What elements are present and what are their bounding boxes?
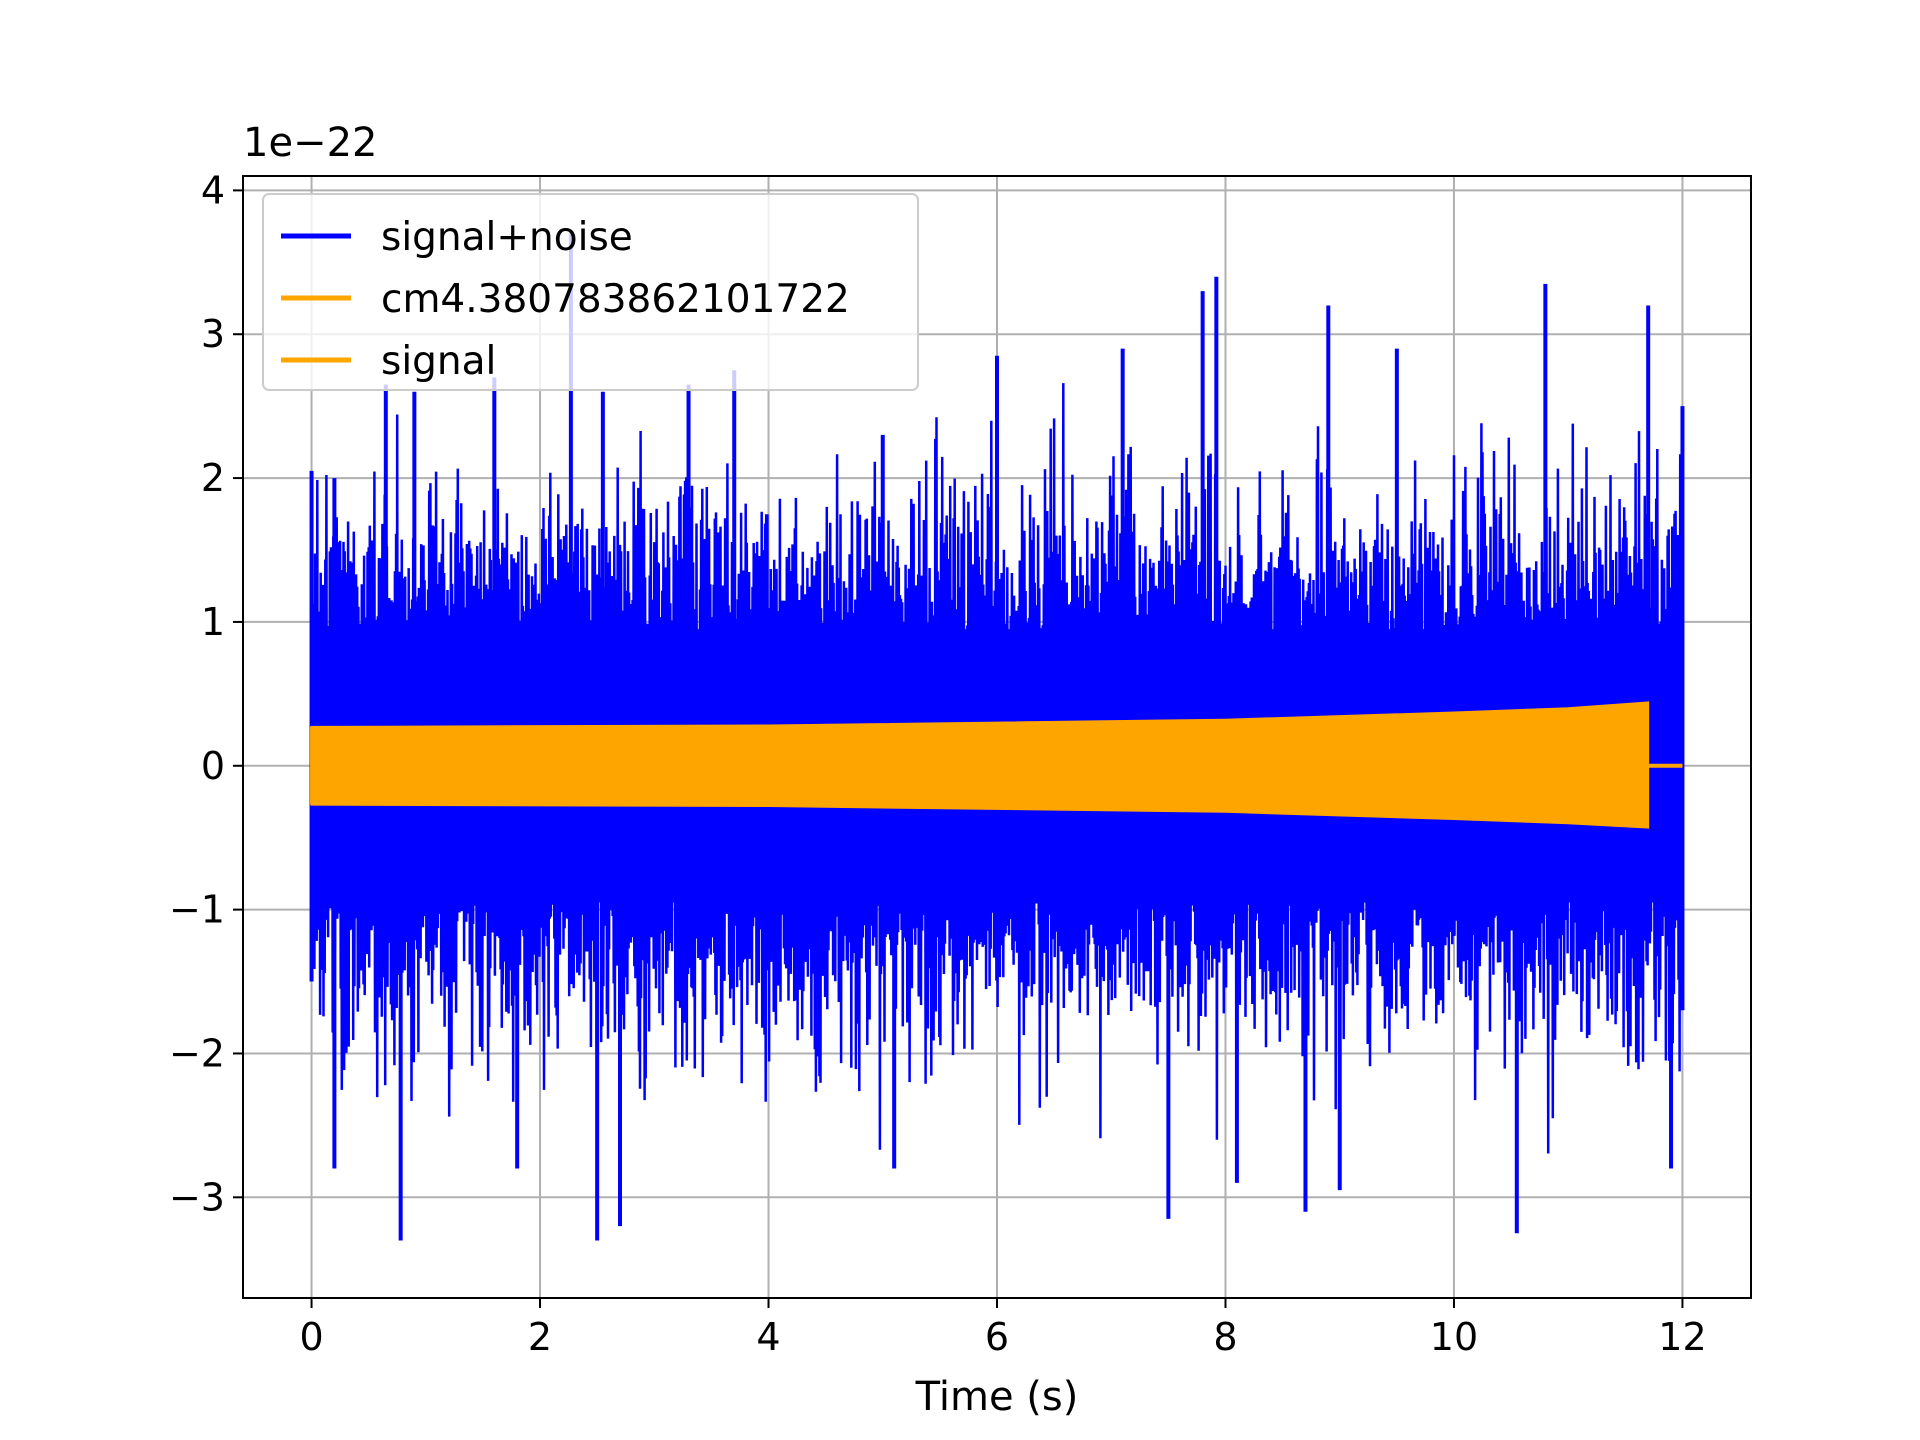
legend-label-template: cm4.380783862101722: [381, 277, 850, 322]
series-layer: [309, 233, 1685, 1241]
y-tick-label: −2: [169, 1031, 225, 1075]
legend-box: [262, 193, 919, 391]
legend: signal+noise cm4.380783862101722 signal: [262, 193, 919, 391]
y-tick-label: 2: [201, 456, 225, 500]
legend-label-signal-noise: signal+noise: [381, 215, 633, 260]
x-tick-label: 0: [299, 1315, 323, 1359]
x-tick-label: 12: [1658, 1315, 1706, 1359]
x-tick-label: 10: [1430, 1315, 1478, 1359]
x-tick-label: 6: [985, 1315, 1009, 1359]
series-signal-envelope: [310, 701, 1650, 829]
y-offset-label: 1e−22: [243, 120, 377, 166]
y-tick-label: 3: [201, 312, 225, 356]
x-tick-label: 2: [528, 1315, 552, 1359]
y-tick-label: −1: [169, 888, 225, 932]
y-tick-label: −3: [169, 1175, 225, 1219]
x-axis-label: Time (s): [915, 1374, 1079, 1420]
y-tick-label: 0: [201, 744, 225, 788]
y-tick-label: 4: [201, 168, 225, 212]
plot-area: [309, 233, 1685, 1241]
x-tick-label: 8: [1213, 1315, 1237, 1359]
x-tick-label: 4: [756, 1315, 780, 1359]
legend-label-signal: signal: [381, 339, 496, 384]
y-tick-label: 1: [201, 600, 225, 644]
